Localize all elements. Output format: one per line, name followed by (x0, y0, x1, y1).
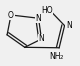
Text: N: N (39, 35, 44, 43)
Text: N: N (66, 21, 72, 30)
Text: NH: NH (49, 52, 60, 62)
Text: 2: 2 (60, 55, 64, 60)
Text: O: O (8, 10, 14, 19)
Text: N: N (36, 14, 41, 23)
Text: HO: HO (41, 6, 53, 15)
